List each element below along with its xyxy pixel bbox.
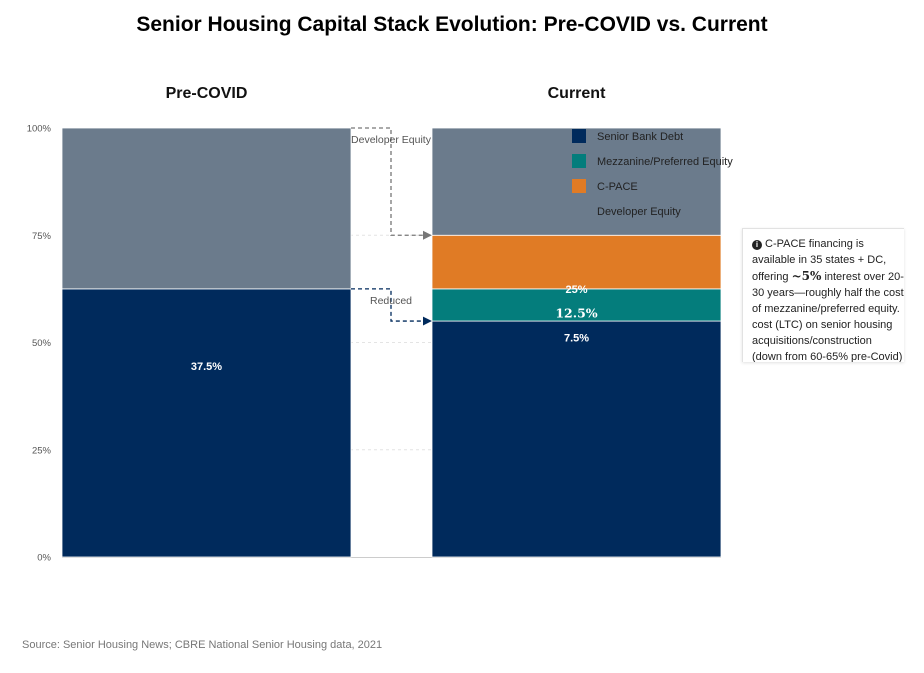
legend-swatch-c-pace: [572, 179, 586, 193]
legend-swatch-senior-bank-debt: [572, 129, 586, 143]
y-tick-25: 25%: [32, 445, 52, 456]
legend-label-developer-equity: Developer Equity: [597, 206, 681, 218]
category-label-current: Current: [548, 85, 606, 102]
connector-label-developer-equity: Developer Equity: [351, 134, 432, 146]
bar-pre-covid-senior-bank-debt: [61, 288, 352, 558]
legend-label-c-pace: C-PACE: [597, 181, 638, 193]
data-label-pre-covid-37-5: 37.5%: [191, 361, 222, 373]
source-note: Source: Senior Housing News; CBRE Nation…: [22, 639, 383, 651]
note-text-1: C-PACE financing is available in 35 stat…: [752, 238, 887, 283]
connector-label-reduced: Reduced: [370, 295, 412, 307]
data-label-current-7-5: 7.5%: [564, 332, 589, 344]
legend-label-senior-bank-debt: Senior Bank Debt: [597, 131, 683, 143]
note-text-3: cost (LTC) on senior housing acquisition…: [752, 319, 903, 362]
bar-pre-covid-developer-equity: [61, 127, 352, 290]
y-tick-0: 0%: [37, 553, 51, 564]
y-tick-75: 75%: [32, 231, 52, 242]
category-label-pre-covid: Pre-COVID: [166, 85, 248, 102]
connector-reduced: [351, 288, 432, 326]
legend-swatch-developer-equity: [572, 204, 586, 218]
connector-developer-equity: [351, 127, 432, 240]
bar-current-senior-bank-debt: [431, 320, 722, 558]
chart-title: Senior Housing Capital Stack Evolution: …: [136, 13, 767, 36]
bar-current-mezzanine-preferred-equity: [431, 288, 722, 322]
y-tick-100: 100%: [27, 124, 52, 135]
data-label-current-25: 25%: [565, 284, 587, 296]
note-text-2: interest over 20-30 years—roughly half t…: [752, 271, 904, 315]
note-highlight: ~5%: [791, 269, 822, 283]
bar-current-c-pace: [431, 234, 722, 290]
legend-swatch-mezzanine-preferred-equity: [572, 154, 586, 168]
y-tick-50: 50%: [32, 338, 52, 349]
cpace-info-note: i C-PACE financing is available in 35 sta…: [742, 228, 904, 362]
data-label-current-12-5: 12.5%: [555, 305, 597, 320]
legend-label-mezzanine-preferred-equity: Mezzanine/Preferred Equity: [597, 156, 733, 168]
info-icon: i: [752, 240, 762, 250]
